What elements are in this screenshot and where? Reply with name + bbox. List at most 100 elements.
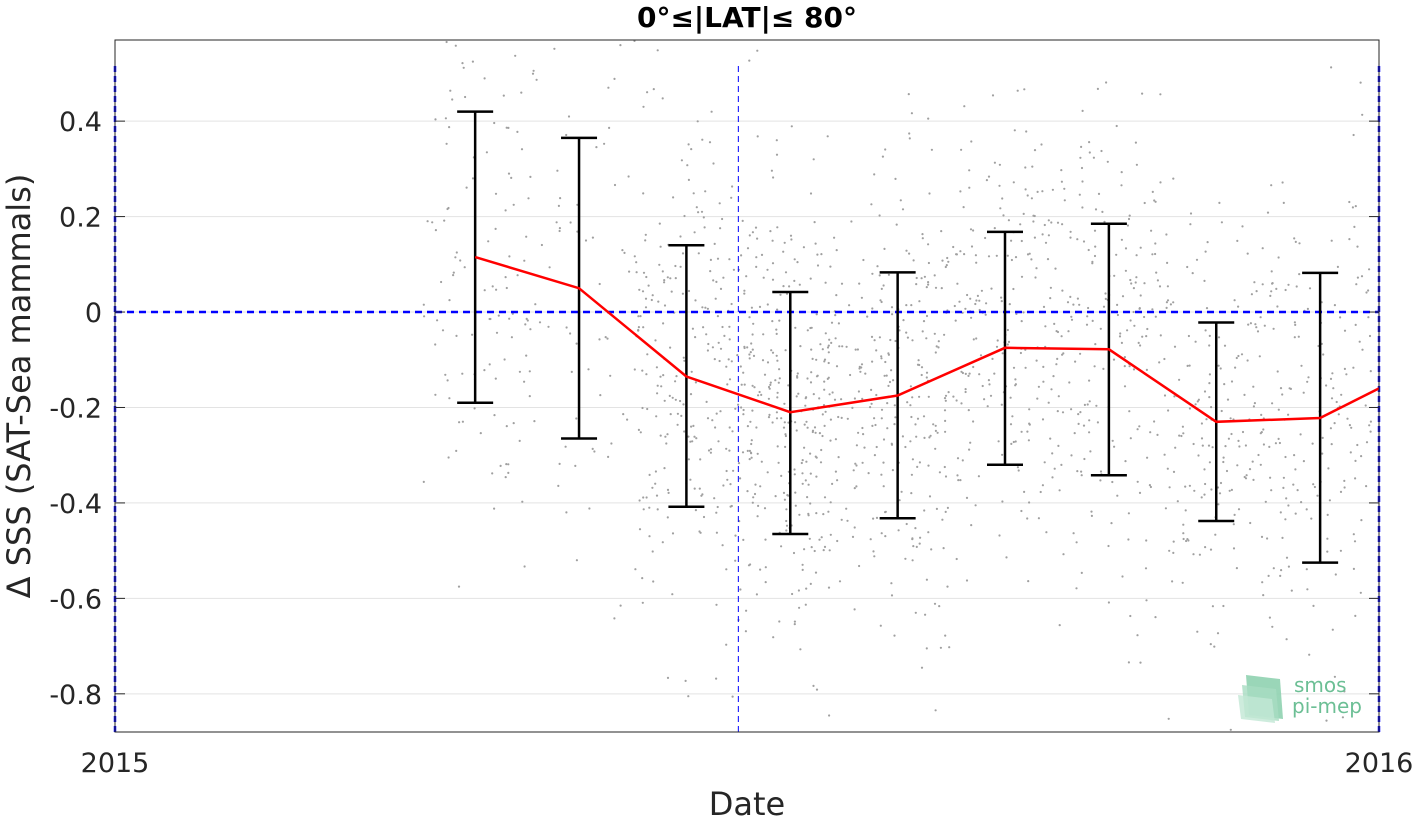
scatter-point (722, 276, 725, 279)
scatter-point (989, 394, 993, 397)
scatter-point (1298, 242, 1301, 245)
scatter-point (1139, 661, 1142, 664)
scatter-point (935, 507, 939, 510)
scatter-point (666, 676, 670, 680)
scatter-point (809, 381, 813, 384)
scatter-point (1268, 445, 1271, 448)
scatter-point (700, 210, 704, 213)
scatter-point (700, 494, 703, 497)
scatter-point (1151, 308, 1154, 311)
scatter-point (651, 486, 654, 489)
scatter-point (507, 172, 511, 175)
scatter-point (1120, 184, 1123, 187)
scatter-point (1182, 523, 1185, 526)
scatter-point (1135, 254, 1138, 257)
scatter-point (759, 568, 762, 571)
scatter-point (767, 416, 771, 419)
scatter-point (928, 495, 932, 498)
scatter-point (761, 359, 765, 362)
scatter-point (691, 440, 694, 443)
scatter-point (1223, 383, 1226, 386)
scatter-point (726, 478, 729, 481)
scatter-point (1000, 300, 1003, 303)
scatter-point (939, 646, 943, 649)
scatter-point (448, 397, 451, 400)
scatter-point (746, 449, 749, 452)
scatter-point (642, 105, 645, 108)
scatter-point (751, 231, 755, 234)
scatter-point (1076, 297, 1079, 300)
scatter-point (838, 580, 842, 583)
scatter-point (461, 62, 464, 65)
scatter-point (1090, 514, 1093, 518)
scatter-point (1287, 283, 1290, 286)
scatter-point (701, 138, 704, 141)
scatter-point (728, 258, 731, 261)
scatter-point (828, 549, 831, 552)
scatter-point (1192, 442, 1195, 446)
scatter-point (1284, 288, 1287, 292)
scatter-point (1249, 521, 1252, 525)
scatter-point (525, 354, 528, 357)
scatter-point (972, 365, 975, 369)
scatter-point (638, 499, 641, 502)
scatter-point (1252, 385, 1255, 388)
scatter-point (746, 490, 749, 493)
scatter-point (816, 253, 819, 256)
scatter-point (930, 148, 934, 151)
scatter-point (956, 457, 960, 460)
scatter-point (666, 276, 669, 279)
scatter-point (663, 399, 666, 402)
scatter-point (1266, 537, 1269, 540)
scatter-point (1222, 460, 1225, 464)
scatter-point (757, 504, 760, 507)
scatter-point (739, 365, 742, 368)
scatter-point (912, 259, 915, 262)
scatter-point (946, 506, 950, 509)
scatter-point (801, 482, 804, 485)
scatter-point (1053, 322, 1056, 325)
scatter-point (1192, 553, 1195, 556)
scatter-point (1354, 477, 1357, 480)
scatter-point (784, 349, 787, 352)
scatter-point (1343, 367, 1346, 370)
scatter-point (426, 220, 429, 223)
scatter-point (1365, 291, 1368, 294)
scatter-point (1042, 365, 1045, 368)
scatter-point (1085, 323, 1089, 326)
scatter-point (1075, 587, 1078, 590)
scatter-point (908, 132, 911, 135)
scatter-point (1297, 335, 1300, 338)
scatter-point (1360, 275, 1364, 278)
scatter-point (471, 177, 475, 180)
scatter-point (1128, 214, 1131, 217)
scatter-point (1204, 329, 1207, 332)
scatter-point (516, 274, 519, 277)
scatter-point (1172, 470, 1176, 473)
scatter-point (1088, 419, 1091, 422)
scatter-point (1146, 327, 1149, 331)
scatter-point (494, 377, 497, 380)
scatter-point (473, 407, 476, 410)
y-tick-label: -0.4 (49, 489, 102, 520)
scatter-point (493, 121, 496, 125)
scatter-point (776, 226, 779, 229)
scatter-point (1331, 628, 1334, 631)
scatter-point (1139, 246, 1142, 249)
scatter-point (742, 371, 745, 374)
scatter-point (890, 443, 894, 446)
scatter-point (918, 300, 921, 303)
scatter-point (1030, 258, 1033, 261)
scatter-point (934, 709, 937, 712)
scatter-point (1237, 439, 1240, 442)
scatter-point (547, 325, 550, 328)
scatter-point (529, 328, 532, 331)
scatter-point (1001, 500, 1004, 503)
scatter-point (1182, 432, 1185, 435)
scatter-point (980, 289, 984, 292)
scatter-point (1134, 141, 1137, 144)
scatter-point (1261, 283, 1264, 286)
scatter-point (938, 605, 941, 608)
scatter-point (1019, 351, 1023, 355)
scatter-point (651, 294, 654, 297)
